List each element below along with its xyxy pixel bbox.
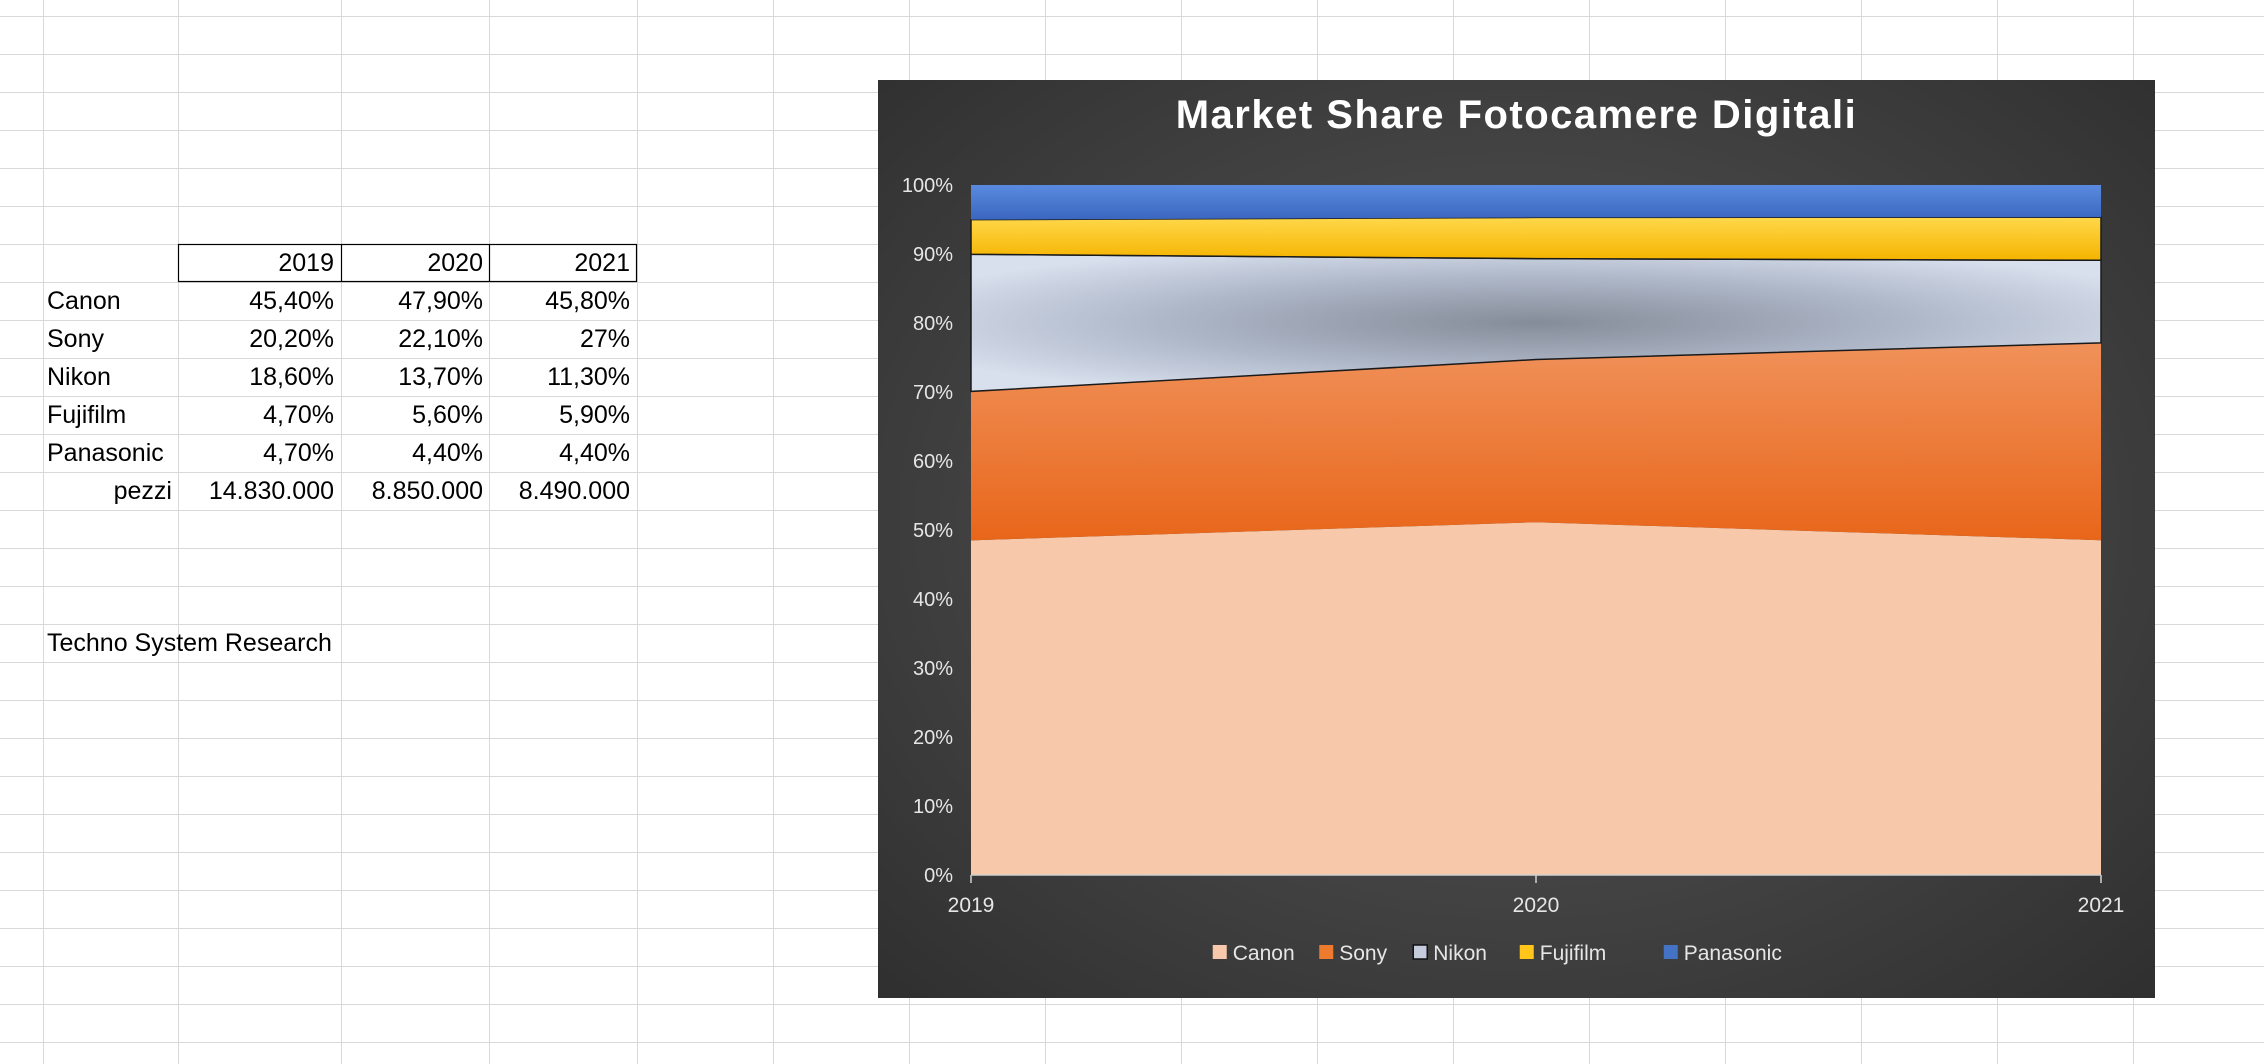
stacked-area-chart: Market Share Fotocamere Digitali 0% 10% 20%… [902,93,2125,965]
row-label-panasonic[interactable]: Panasonic [47,439,164,467]
y-tick-label-9: 90% [913,244,953,266]
x-axis: 2019 2020 2021 [948,874,2125,917]
y-axis: 0% 10% 20% 30% 40% 50% 60% 70% 80% 90% 100% [902,175,953,887]
legend-label-canon: Canon [1233,942,1295,965]
cell-nikon-2020[interactable]: 13,70% [398,363,483,391]
chart-title: Market Share Fotocamere Digitali [1176,93,1858,137]
legend-swatch-nikon [1412,944,1428,960]
y-tick-label-4: 40% [913,589,953,611]
y-tick-label-7: 70% [913,382,953,404]
cell-fujifilm-2019[interactable]: 4,70% [263,401,334,429]
legend-label-sony: Sony [1339,942,1387,965]
area-sony[interactable] [971,342,2101,541]
legend-swatch-fujifilm [1519,945,1534,959]
cell-pezzi-2020[interactable]: 8.850.000 [371,477,483,505]
cell-nikon-2019[interactable]: 18,60% [249,363,334,391]
cell-panasonic-2021[interactable]: 4,40% [559,439,630,467]
y-tick-label-6: 60% [913,451,953,473]
area-panasonic[interactable] [971,185,2101,220]
row-label-nikon[interactable]: Nikon [47,363,111,391]
header-cell-2020[interactable]: 2020 [427,249,483,277]
header-row-border [177,243,638,283]
y-tick-label-5: 50% [913,520,953,542]
source-note[interactable]: Techno System Research [47,629,332,657]
cell-fujifilm-2021[interactable]: 5,90% [559,401,630,429]
cell-fujifilm-2020[interactable]: 5,60% [412,401,483,429]
cell-sony-2020[interactable]: 22,10% [398,325,483,353]
legend-swatch-canon [1212,945,1227,959]
y-tick-label-1: 10% [913,796,953,818]
cell-sony-2019[interactable]: 20,20% [249,325,334,353]
cell-sony-2021[interactable]: 27% [579,325,630,353]
y-tick-label-10: 100% [902,175,953,197]
y-tick-label-0: 0% [924,865,953,887]
chart-area[interactable]: Market Share Fotocamere Digitali 0% 10% 20%… [878,80,2155,998]
area-canon[interactable] [971,522,2101,875]
cell-nikon-2021[interactable]: 11,30% [547,363,630,391]
cell-panasonic-2020[interactable]: 4,40% [412,439,483,467]
legend-label-nikon: Nikon [1433,942,1487,965]
y-tick-label-8: 80% [913,313,953,335]
row-label-fujifilm[interactable]: Fujifilm [47,401,127,429]
cell-pezzi-2021[interactable]: 8.490.000 [518,477,630,505]
row-label-sony[interactable]: Sony [47,325,104,353]
legend-label-panasonic: Panasonic [1684,942,1782,965]
area-fujifilm[interactable] [970,216,2102,262]
cell-panasonic-2019[interactable]: 4,70% [263,439,334,467]
cell-canon-2019[interactable]: 45,40% [249,287,334,315]
cell-pezzi-2019[interactable]: 14.830.000 [208,477,334,505]
y-tick-label-3: 30% [913,658,953,680]
row-label-pezzi[interactable]: pezzi [113,477,172,505]
area-layer [970,185,2102,875]
header-cell-2021[interactable]: 2021 [574,249,630,277]
y-tick-label-2: 20% [913,727,953,749]
x-tick-label-2020: 2020 [1513,894,1560,917]
x-tick-label-2019: 2019 [948,894,995,917]
cell-canon-2021[interactable]: 45,80% [545,287,630,315]
x-tick-label-2021: 2021 [2078,894,2125,917]
header-cell-2019[interactable]: 2019 [278,249,334,277]
row-label-canon[interactable]: Canon [47,287,121,315]
legend-swatch-panasonic [1663,945,1678,959]
chart-legend: Canon Sony Nikon Fujifilm Panasonic [1212,942,1782,965]
legend-label-fujifilm: Fujifilm [1540,942,1607,965]
legend-swatch-sony [1319,945,1334,959]
cell-canon-2020[interactable]: 47,90% [398,287,483,315]
